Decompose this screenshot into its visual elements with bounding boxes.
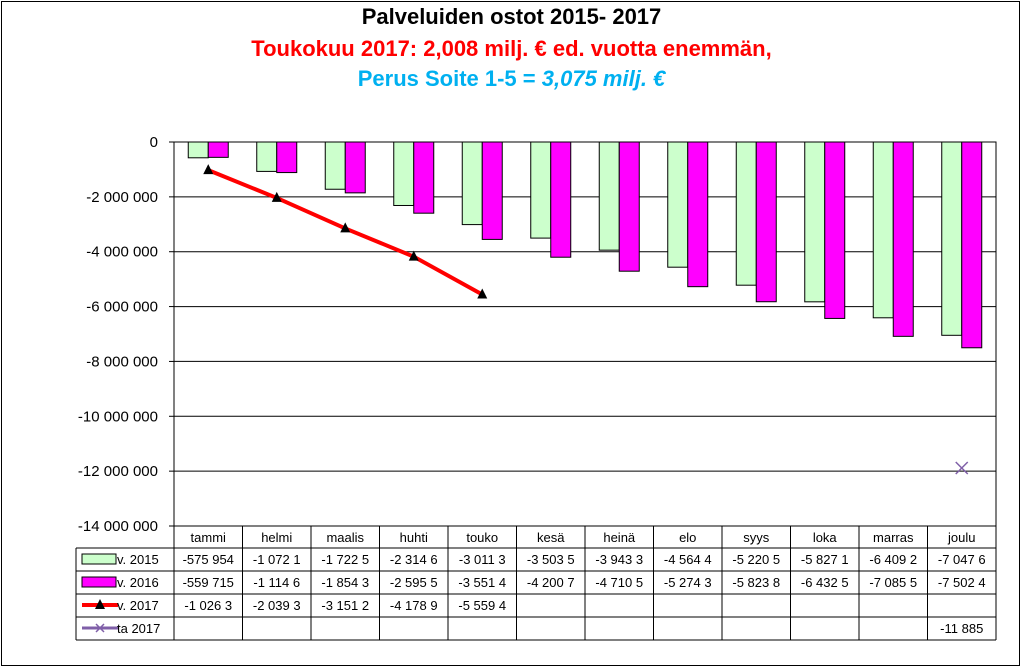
- table-cell: -6 432 5: [801, 575, 849, 590]
- chart-subtitle-1: Toukokuu 2017: 2,008 milj. € ed. vuotta …: [251, 36, 772, 61]
- table-cell: -5 274 3: [664, 575, 712, 590]
- bar-v2015: [941, 141, 963, 336]
- legend-key-v2016: [81, 576, 117, 588]
- legend-key-marker: [95, 599, 105, 609]
- category-label: kesä: [537, 530, 565, 545]
- bar-v2016: [755, 141, 777, 303]
- point-v2017: [477, 288, 488, 299]
- bar-v2016: [276, 141, 298, 174]
- table-cell: -4 564 4: [664, 552, 712, 567]
- category-label: helmi: [261, 530, 292, 545]
- bar-v2015: [735, 141, 757, 286]
- y-tick-label: 0: [150, 134, 158, 151]
- legend-key-v2015: [81, 553, 117, 565]
- table-cell: -559 715: [183, 575, 234, 590]
- category-label: heinä: [603, 530, 636, 545]
- legend-label: v. 2016: [117, 575, 159, 590]
- y-tick-label: -14 000 000: [78, 518, 158, 535]
- bar-v2015: [598, 141, 620, 251]
- table-cell: -3 503 5: [527, 552, 575, 567]
- table-cell: -5 559 4: [458, 598, 506, 613]
- bar-v2015: [804, 141, 826, 303]
- bar-v2016: [344, 141, 366, 194]
- table-cell: -2 314 6: [390, 552, 438, 567]
- table-cell: -1 722 5: [321, 552, 369, 567]
- y-tick-label: -12 000 000: [78, 463, 158, 480]
- plot-area: [173, 141, 997, 527]
- table-cell: -1 072 1: [253, 552, 301, 567]
- bar-v2015: [324, 141, 346, 190]
- category-label: joulu: [947, 530, 975, 545]
- bar-v2016: [824, 141, 846, 319]
- bar-v2015: [461, 141, 483, 226]
- category-label: tammi: [191, 530, 227, 545]
- table-cell: -7 047 6: [938, 552, 986, 567]
- legend-label: v. 2017: [117, 598, 159, 613]
- y-tick-label: -8 000 000: [86, 353, 158, 370]
- table-cell: -575 954: [183, 552, 234, 567]
- y-tick-label: -10 000 000: [78, 408, 158, 425]
- subtitle-2-value: 3,075 milj. €: [541, 66, 666, 91]
- category-label: syys: [743, 530, 770, 545]
- legend-label: v. 2015: [117, 552, 159, 567]
- bar-v2015: [872, 141, 894, 319]
- category-label: marras: [873, 530, 914, 545]
- point-v2017: [408, 250, 419, 261]
- subtitle-2-text: Perus Soite 1-5 =: [357, 66, 542, 91]
- chart-title: Palveluiden ostot 2015- 2017: [361, 4, 662, 29]
- legend-key-marker: [95, 623, 105, 633]
- bar-v2016: [961, 141, 983, 349]
- table-cell: -1 114 6: [253, 575, 300, 590]
- category-label: loka: [813, 530, 838, 545]
- bar-v2016: [550, 141, 572, 258]
- bar-v2016: [413, 141, 435, 214]
- bar-v2015: [530, 141, 552, 239]
- bar-v2015: [256, 141, 278, 172]
- bar-v2015: [187, 141, 209, 159]
- table-cell: -3 943 3: [595, 552, 643, 567]
- table-cell: -5 220 5: [732, 552, 780, 567]
- category-label: maalis: [326, 530, 364, 545]
- bar-v2016: [207, 141, 229, 158]
- category-label: touko: [466, 530, 498, 545]
- y-tick-label: -4 000 000: [86, 244, 158, 261]
- marker-stroke: [955, 461, 969, 475]
- table-cell: -1 854 3: [321, 575, 369, 590]
- bar-v2015: [393, 141, 415, 206]
- point-v2017: [203, 164, 214, 175]
- table-cell: -4 178 9: [390, 598, 438, 613]
- y-tick-label: -2 000 000: [86, 189, 158, 206]
- bar-v2016: [618, 141, 640, 272]
- table-cell: -11 885: [940, 621, 983, 636]
- bar-v2016: [481, 141, 503, 240]
- bar-v2016: [687, 141, 709, 288]
- table-cell: -2 595 5: [390, 575, 438, 590]
- table-cell: -4 710 5: [595, 575, 643, 590]
- category-label: elo: [679, 530, 696, 545]
- point-ta2017: [955, 461, 969, 475]
- table-cell: -2 039 3: [253, 598, 301, 613]
- point-v2017: [340, 222, 351, 233]
- point-v2017: [271, 191, 282, 202]
- table-cell: -3 151 2: [321, 598, 369, 613]
- table-cell: -5 827 1: [801, 552, 849, 567]
- bar-v2016: [892, 141, 914, 337]
- bar-v2015: [667, 141, 689, 268]
- table-cell: -7 502 4: [938, 575, 986, 590]
- table-cell: -4 200 7: [527, 575, 575, 590]
- table-cell: -6 409 2: [869, 552, 917, 567]
- chart-subtitle-2: Perus Soite 1-5 = 3,075 milj. €: [0, 66, 1023, 92]
- table-cell: -7 085 5: [869, 575, 917, 590]
- table-cell: -5 823 8: [732, 575, 780, 590]
- table-cell: -1 026 3: [184, 598, 232, 613]
- table-cell: -3 551 4: [458, 575, 506, 590]
- table-cell: -3 011 3: [459, 552, 506, 567]
- legend-label: ta 2017: [117, 621, 160, 636]
- category-label: huhti: [400, 530, 428, 545]
- y-tick-label: -6 000 000: [86, 299, 158, 316]
